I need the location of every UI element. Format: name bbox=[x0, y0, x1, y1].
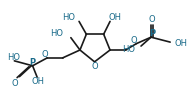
Text: P: P bbox=[29, 58, 36, 67]
Text: O: O bbox=[149, 15, 155, 24]
Text: O: O bbox=[41, 50, 48, 59]
Text: HO: HO bbox=[63, 14, 76, 22]
Text: HO: HO bbox=[122, 45, 135, 54]
Text: OH: OH bbox=[108, 14, 121, 22]
Text: OH: OH bbox=[175, 39, 188, 48]
Text: O: O bbox=[11, 78, 18, 88]
Text: O: O bbox=[130, 36, 137, 45]
Text: HO: HO bbox=[51, 29, 64, 38]
Text: O: O bbox=[91, 62, 98, 71]
Text: OH: OH bbox=[32, 77, 44, 86]
Text: P: P bbox=[149, 29, 155, 38]
Text: HO: HO bbox=[7, 53, 20, 62]
